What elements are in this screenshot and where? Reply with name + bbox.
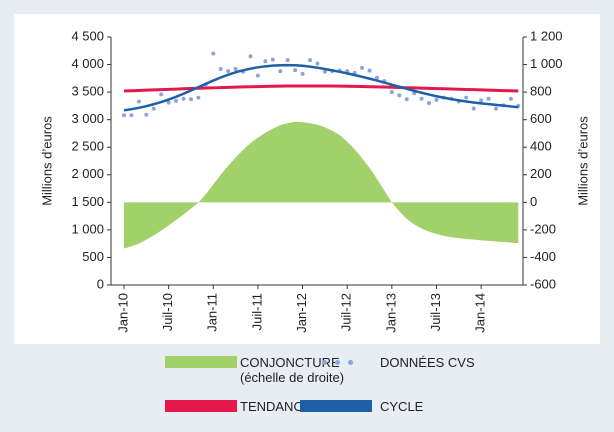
y2-tick-label: -400 — [530, 249, 556, 264]
data-point — [188, 97, 193, 102]
legend-swatch — [335, 360, 340, 365]
legend-label: CONJONCTURE (échelle de droite) — [240, 355, 345, 385]
data-point — [315, 61, 320, 66]
data-point — [508, 96, 513, 101]
y-tick-label: 1 000 — [71, 221, 104, 236]
y2-tick-label: 1 200 — [530, 28, 563, 43]
data-point — [404, 97, 409, 102]
data-point — [471, 106, 476, 111]
x-tick-label: Jan-12 — [294, 293, 309, 333]
data-point — [196, 95, 201, 100]
x-tick-label: Jan-10 — [115, 293, 130, 333]
data-point — [434, 97, 439, 102]
legend-label: DONNÉES CVS — [380, 355, 475, 370]
data-point — [233, 66, 238, 71]
legend-label: TENDANCE — [240, 399, 312, 414]
y2-axis-label: Millions d’euros — [575, 116, 590, 206]
x-tick-label: Jan-11 — [205, 293, 220, 332]
y2-tick-label: 600 — [530, 111, 552, 126]
data-point — [278, 69, 283, 74]
data-point — [293, 68, 298, 73]
data-point — [285, 58, 290, 63]
y-tick-label: 1 500 — [71, 194, 104, 209]
legend-swatch — [165, 400, 237, 412]
data-point — [389, 90, 394, 95]
y2-tick-label: -600 — [530, 276, 556, 291]
data-point — [367, 68, 372, 73]
data-point — [427, 101, 432, 106]
line — [123, 84, 519, 93]
y-tick-label: 0 — [97, 276, 104, 291]
data-point — [255, 73, 260, 78]
data-point — [218, 66, 223, 71]
data-point — [360, 65, 365, 70]
data-point — [166, 100, 171, 105]
y2-tick-label: -200 — [530, 221, 556, 236]
data-point — [129, 113, 134, 118]
y-tick-label: 4 000 — [71, 56, 104, 71]
data-point — [494, 106, 498, 111]
data-point — [270, 57, 275, 62]
x-tick-label: Juil-13 — [428, 293, 443, 331]
x-tick-label: Jan-13 — [383, 293, 398, 333]
y2-tick-label: 1 000 — [530, 56, 563, 71]
legend-swatch — [322, 360, 327, 365]
legend-swatch — [165, 356, 237, 368]
data-point — [226, 69, 231, 74]
line — [123, 63, 519, 112]
x-tick-label: Juil-12 — [339, 293, 354, 331]
data-point — [263, 59, 268, 64]
y2-tick-label: 200 — [530, 166, 552, 181]
y-tick-label: 4 500 — [71, 28, 104, 43]
y-axis-label: Millions d’euros — [39, 116, 54, 206]
y-tick-label: 500 — [82, 249, 104, 264]
data-point — [181, 96, 186, 101]
data-point — [464, 95, 469, 100]
data-point — [486, 96, 491, 101]
data-point — [322, 69, 327, 74]
data-point — [397, 93, 402, 98]
y2-tick-label: 800 — [530, 84, 552, 99]
y-tick-label: 3 500 — [71, 84, 104, 99]
legend-swatch — [300, 400, 372, 412]
x-tick-label: Juil-11 — [249, 293, 264, 330]
y2-tick-label: 0 — [530, 194, 537, 209]
data-point — [159, 92, 164, 97]
legend-label: CYCLE — [380, 399, 424, 414]
x-tick-label: Juil-10 — [160, 293, 175, 331]
data-point — [479, 98, 484, 103]
y-tick-label: 2 500 — [71, 139, 104, 154]
data-point — [300, 71, 305, 76]
legend-swatch — [348, 360, 353, 365]
y-tick-label: 2 000 — [71, 166, 104, 181]
data-point — [122, 113, 126, 118]
data-point — [374, 75, 379, 80]
data-point — [174, 98, 179, 103]
data-point — [136, 99, 141, 104]
data-point — [308, 58, 312, 63]
data-point — [248, 54, 253, 59]
area — [124, 121, 519, 249]
x-tick-label: Jan-14 — [473, 293, 488, 333]
data-point — [211, 51, 216, 56]
y2-tick-label: 400 — [530, 139, 552, 154]
data-point — [144, 112, 149, 117]
data-point — [151, 106, 156, 111]
data-point — [419, 96, 424, 101]
y-tick-label: 3 000 — [71, 111, 104, 126]
